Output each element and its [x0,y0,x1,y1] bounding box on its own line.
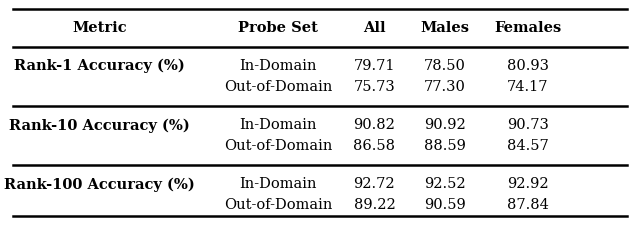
Text: 78.50: 78.50 [424,59,466,73]
Text: Out-of-Domain: Out-of-Domain [224,80,333,94]
Text: Out-of-Domain: Out-of-Domain [224,139,333,153]
Text: Probe Set: Probe Set [239,21,318,35]
Text: Rank-10 Accuracy (%): Rank-10 Accuracy (%) [9,118,189,133]
Text: 90.59: 90.59 [424,198,466,212]
Text: Rank-1 Accuracy (%): Rank-1 Accuracy (%) [14,59,184,73]
Text: 92.92: 92.92 [507,178,549,191]
Text: 90.73: 90.73 [507,118,549,132]
Text: 90.92: 90.92 [424,118,466,132]
Text: 84.57: 84.57 [507,139,549,153]
Text: Out-of-Domain: Out-of-Domain [224,198,333,212]
Text: 80.93: 80.93 [507,59,549,73]
Text: Metric: Metric [72,21,127,35]
Text: 90.82: 90.82 [353,118,396,132]
Text: 86.58: 86.58 [353,139,396,153]
Text: 75.73: 75.73 [353,80,396,94]
Text: In-Domain: In-Domain [239,118,317,132]
Text: 89.22: 89.22 [353,198,396,212]
Text: 87.84: 87.84 [507,198,549,212]
Text: All: All [363,21,386,35]
Text: In-Domain: In-Domain [239,59,317,73]
Text: 79.71: 79.71 [354,59,395,73]
Text: 77.30: 77.30 [424,80,466,94]
Text: 74.17: 74.17 [508,80,548,94]
Text: Males: Males [420,21,469,35]
Text: Rank-100 Accuracy (%): Rank-100 Accuracy (%) [4,177,195,192]
Text: 88.59: 88.59 [424,139,466,153]
Text: Females: Females [494,21,562,35]
Text: In-Domain: In-Domain [239,178,317,191]
Text: 92.52: 92.52 [424,178,466,191]
Text: 92.72: 92.72 [353,178,396,191]
